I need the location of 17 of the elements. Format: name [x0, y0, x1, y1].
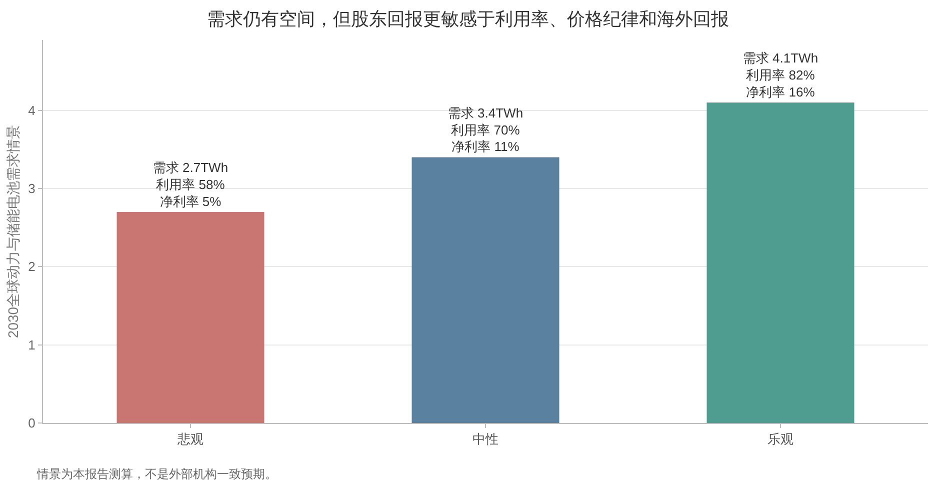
x-tick-label: 悲观 [176, 432, 204, 447]
bar [706, 102, 854, 423]
data-label: 需求 2.7TWh 利用率 58% 净利率 5% [152, 160, 228, 209]
data-label: 需求 3.4TWh 利用率 70% 净利率 11% [448, 105, 524, 154]
y-tick-label: 0 [28, 416, 36, 431]
y-tick-label: 2 [28, 259, 36, 274]
y-tick-label: 1 [28, 337, 36, 352]
bar [412, 157, 560, 423]
x-tick-label: 乐观 [768, 432, 794, 447]
text: 情景为本报告测算，不是外部机构一致预期。 [36, 467, 277, 481]
y-tick-label: 3 [28, 181, 36, 196]
bar [116, 212, 264, 423]
y-tick-label: 4 [28, 102, 36, 118]
data-label: 需求 4.1TWh 利用率 82% 净利率 16% [742, 50, 818, 100]
y-axis-title: 2030全球动力与储能电池需求情景 [4, 124, 21, 338]
x-tick-label: 中性 [472, 432, 498, 447]
chart-title: 需求仍有空间，但股东回报更敏感于利用率、价格纪律和海外回报 [207, 9, 729, 29]
